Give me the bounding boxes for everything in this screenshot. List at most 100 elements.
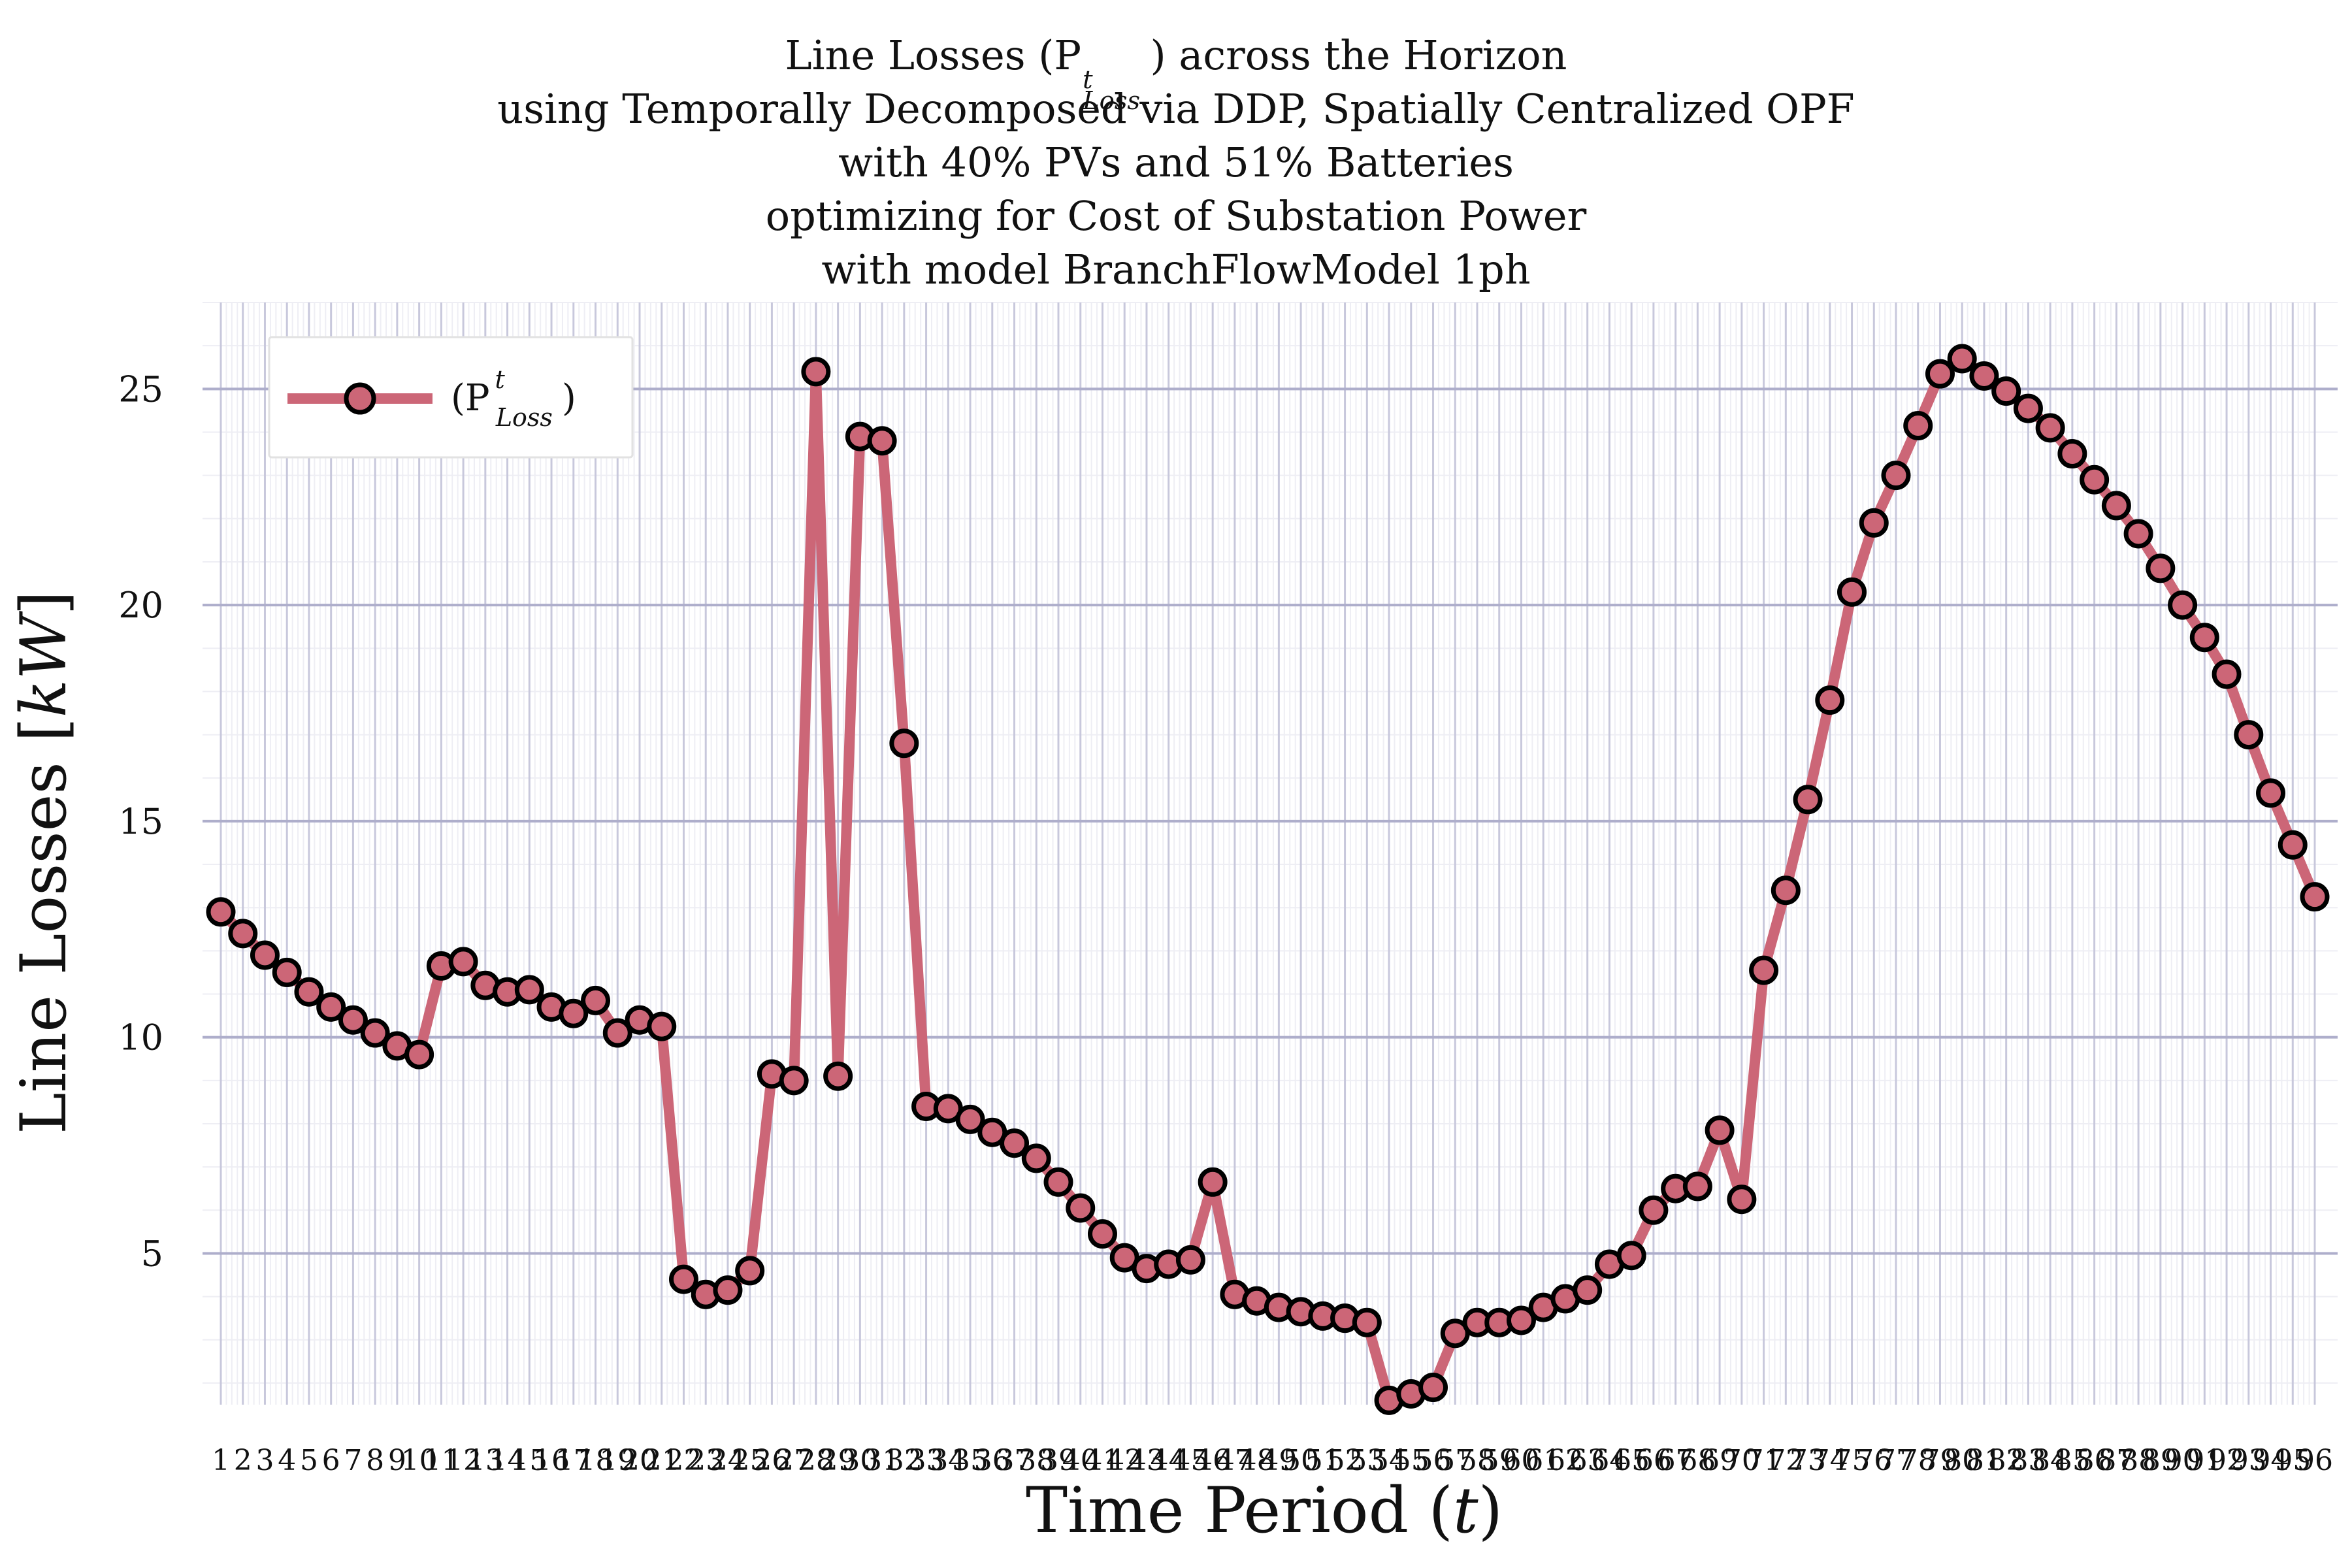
data-point [1506,1305,1536,1335]
data-point [1021,1143,1051,1173]
x-tick-label: 6 [322,1444,340,1477]
x-tick-label: 45 [1172,1444,1209,1477]
x-tick-label: 26 [753,1444,790,1477]
x-axis-label: Time Period (t) [1026,1474,1503,1547]
x-tick-label: 30 [841,1444,878,1477]
x-tick-label: 43 [1128,1444,1165,1477]
data-point [1859,508,1889,538]
x-tick-label: 2 [234,1444,252,1477]
x-tick-label: 87 [2098,1444,2134,1477]
x-tick-label: 69 [1701,1444,1738,1477]
x-tick-label: 89 [2142,1444,2179,1477]
data-point [1749,955,1779,985]
x-tick-label: 55 [1393,1444,1429,1477]
data-point [1815,685,1845,715]
data-point [1352,1307,1382,1337]
data-point [1682,1171,1712,1201]
data-point [2123,519,2153,549]
data-point [1947,344,1977,374]
x-tick-label: 88 [2120,1444,2157,1477]
x-tick-label: 24 [710,1444,746,1477]
x-tick-label: 79 [1921,1444,1958,1477]
data-point [1705,1115,1735,1145]
data-point [1727,1184,1757,1215]
data-point [581,985,611,1015]
x-tick-label: 14 [489,1444,526,1477]
x-tick-label: 75 [1834,1444,1870,1477]
x-tick-label: 42 [1106,1444,1143,1477]
x-tick-label: 95 [2274,1444,2311,1477]
x-tick-label: 96 [2296,1444,2333,1477]
data-point [955,1104,985,1134]
data-point [2057,439,2087,469]
y-tick-label: 10 [118,1017,163,1058]
x-tick-label: 48 [1239,1444,1275,1477]
x-tick-label: 77 [1878,1444,1914,1477]
x-tick-label: 56 [1415,1444,1452,1477]
x-tick-label: 37 [996,1444,1033,1477]
y-axis-label: Line Losses [kW] [7,591,80,1134]
data-point [2101,491,2131,521]
legend-marker-swatch [344,382,376,415]
x-tick-label: 64 [1591,1444,1627,1477]
x-tick-label: 12 [445,1444,482,1477]
x-axis-ticks: 1 2 3 4 5 6 7 8 91011121314151617181920212223242… [212,1444,2333,1477]
data-point [338,1005,368,1035]
x-tick-label: 39 [1040,1444,1077,1477]
x-tick-label: 81 [1966,1444,2002,1477]
x-tick-label: 59 [1481,1444,1518,1477]
data-point [2035,413,2065,443]
x-tick-label: 62 [1547,1444,1584,1477]
data-point [779,1066,809,1096]
x-tick-label: 65 [1613,1444,1650,1477]
data-point [2080,465,2110,495]
data-point [1043,1167,1073,1197]
x-tick-label: 71 [1746,1444,1782,1477]
data-point [1903,411,1933,441]
x-tick-label: 15 [511,1444,547,1477]
data-point [448,947,478,977]
minor-grid [203,302,2338,1405]
data-point [735,1256,765,1286]
y-tick-label: 25 [118,368,163,410]
x-tick-label: 67 [1658,1444,1694,1477]
x-tick-label: 68 [1679,1444,1716,1477]
x-tick-label: 80 [1944,1444,1980,1477]
x-tick-label: 82 [1988,1444,2025,1477]
x-tick-label: 51 [1305,1444,1341,1477]
x-tick-label: 53 [1348,1444,1385,1477]
x-tick-label: 44 [1151,1444,1187,1477]
x-tick-label: 94 [2253,1444,2289,1477]
data-point [1418,1373,1448,1403]
x-tick-label: 58 [1459,1444,1495,1477]
title-line-5: with model BranchFlowModel 1ph [821,246,1531,293]
data-point [250,940,280,970]
x-tick-label: 54 [1371,1444,1407,1477]
data-point [1198,1167,1228,1197]
x-tick-label: 50 [1282,1444,1319,1477]
x-tick-label: 74 [1812,1444,1848,1477]
data-point [316,992,346,1022]
data-point [1573,1275,1603,1305]
y-tick-label: 20 [118,585,163,626]
x-tick-label: 93 [2230,1444,2267,1477]
title-line-3: with 40% PVs and 51% Batteries [838,139,1514,186]
data-point [2256,778,2286,808]
x-tick-label: 23 [687,1444,724,1477]
chart-title: Line Losses (P t Loss) across the Horizon … [0,29,2352,297]
data-point [1837,577,1867,607]
x-tick-label: 5 [300,1444,318,1477]
data-point [294,977,324,1007]
x-tick-label: 7 [344,1444,362,1477]
data-point [801,357,831,387]
data-point [1066,1193,1096,1223]
x-tick-label: 57 [1437,1444,1473,1477]
data-point [889,728,919,759]
x-tick-label: 70 [1723,1444,1760,1477]
legend-box [268,336,634,459]
x-tick-label: 8 [366,1444,384,1477]
data-point [668,1264,698,1294]
x-tick-label: 35 [952,1444,988,1477]
x-tick-label: 32 [886,1444,923,1477]
x-tick-label: 49 [1260,1444,1297,1477]
